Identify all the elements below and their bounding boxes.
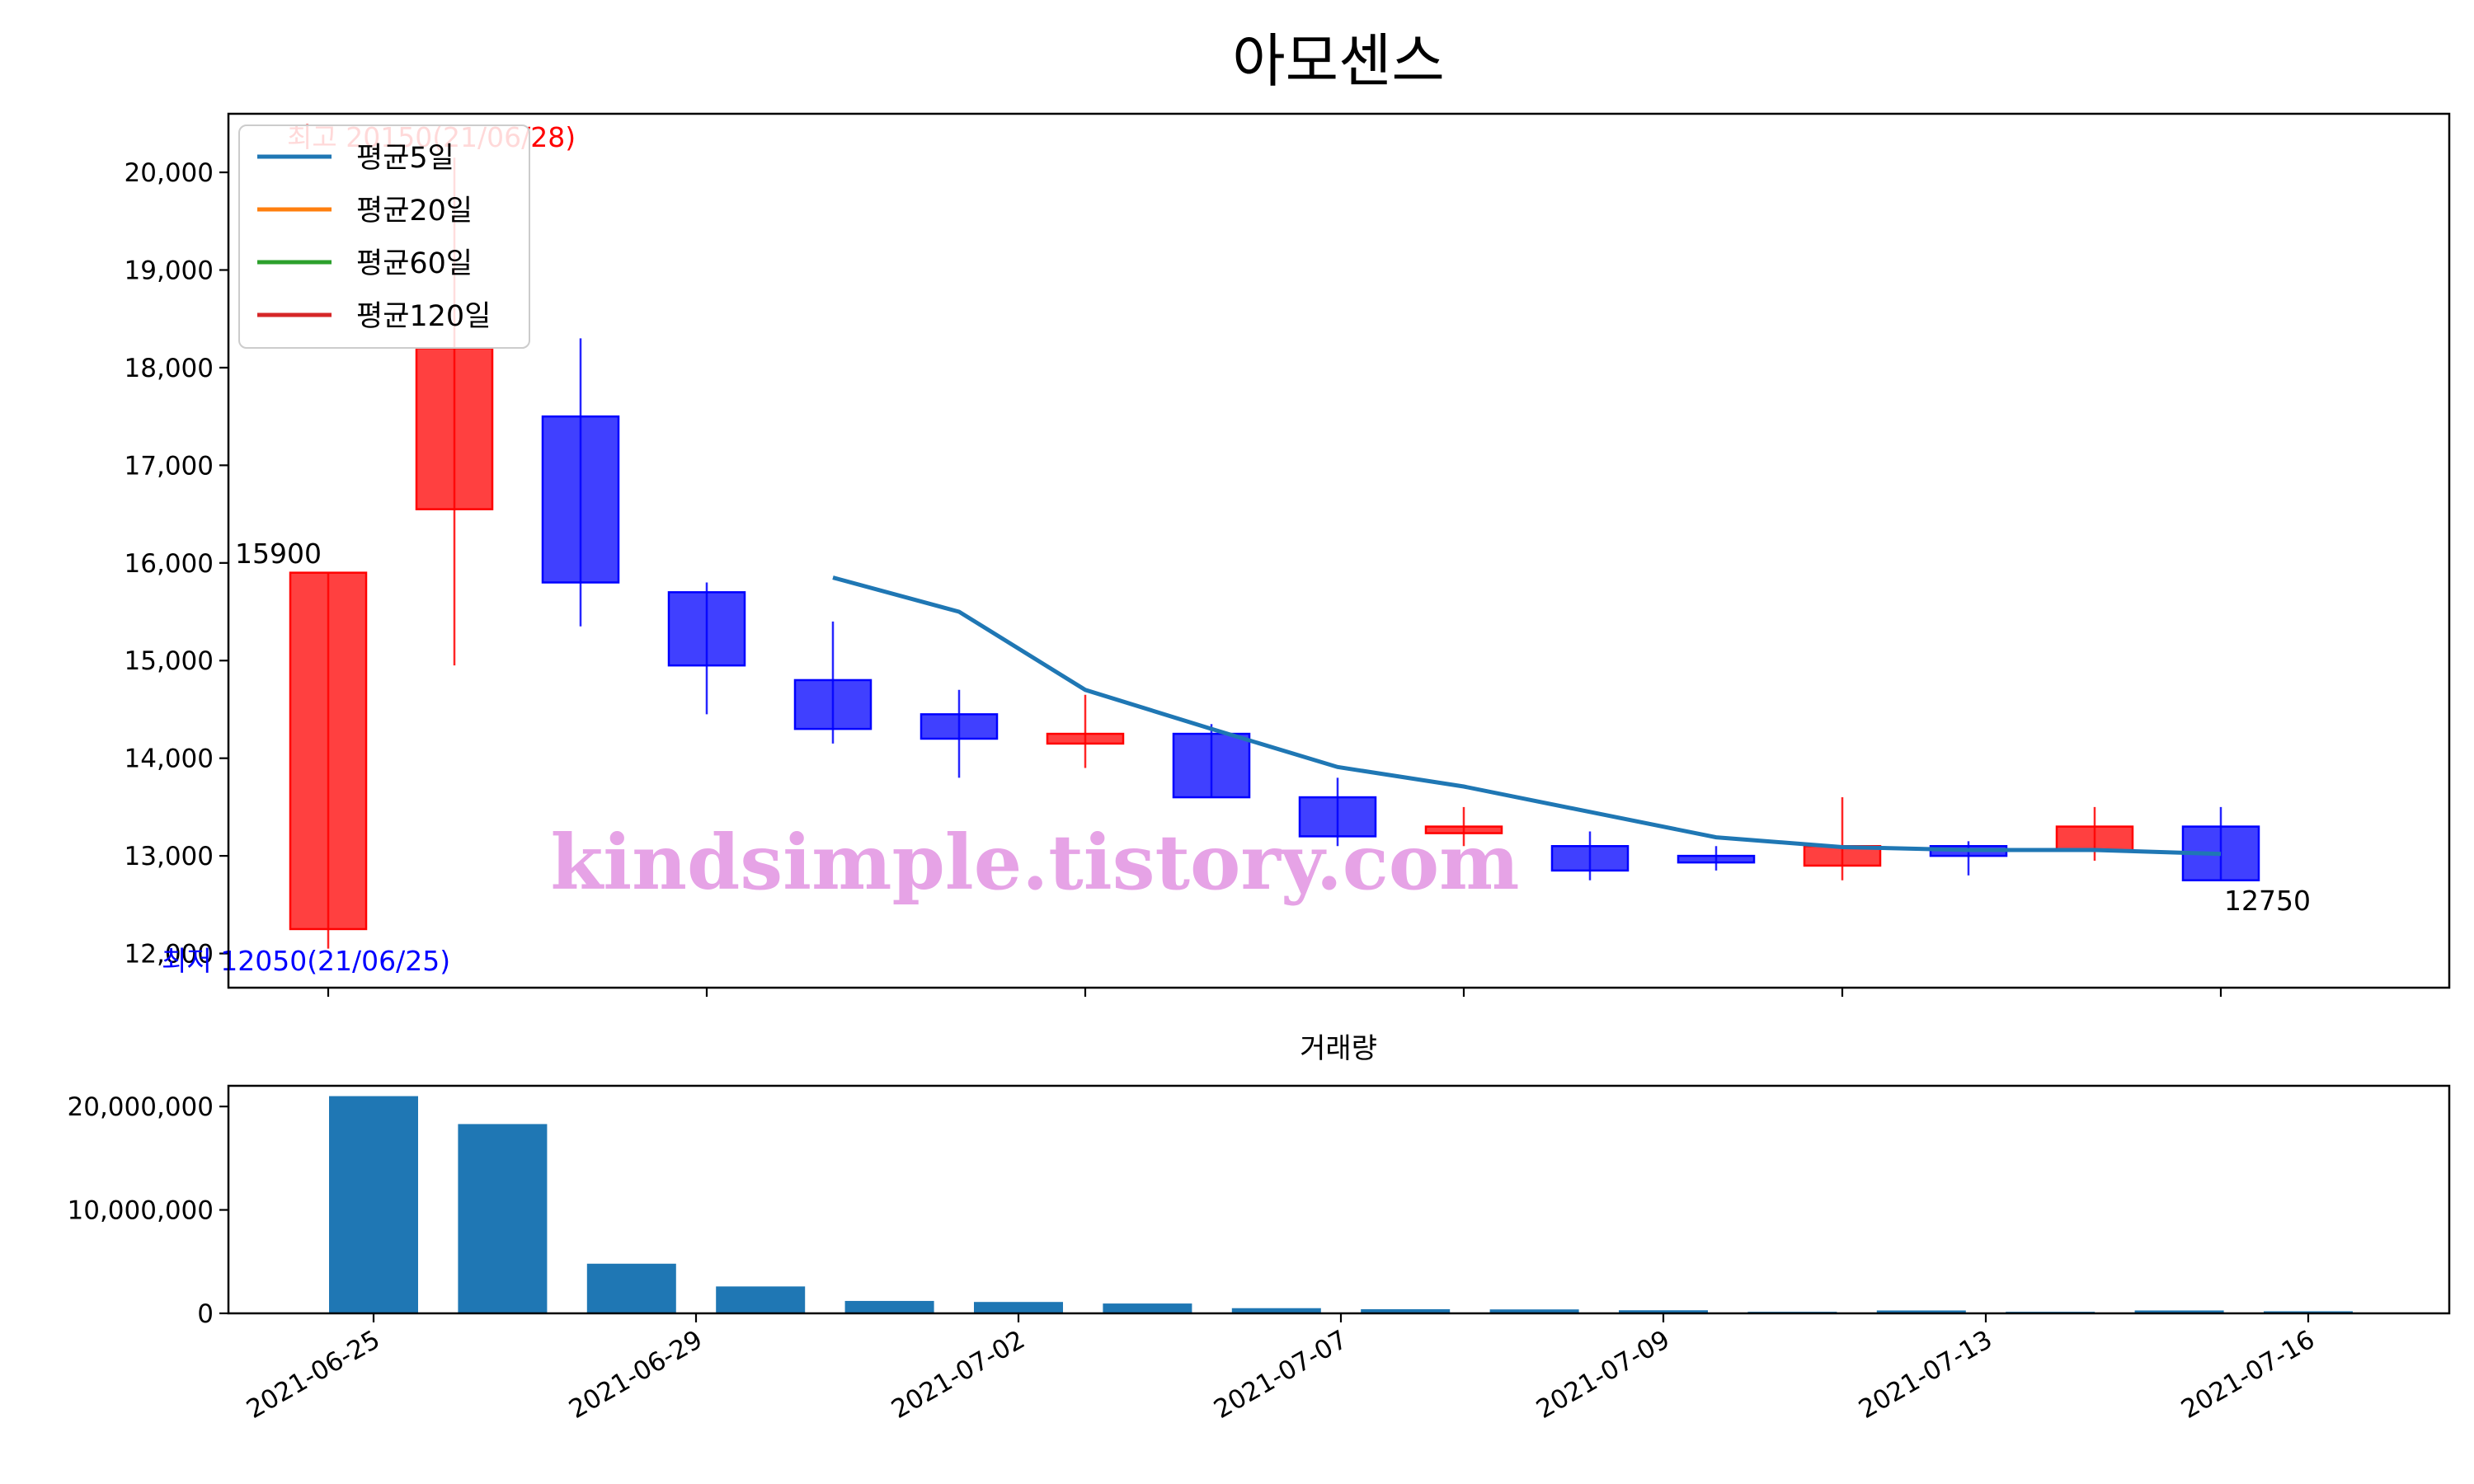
volume-bar	[458, 1124, 548, 1313]
volume-bar	[1103, 1303, 1192, 1313]
ma5-line	[832, 575, 2222, 857]
volume-bar	[1361, 1308, 1451, 1313]
last-close-annotation: 12750	[2224, 885, 2311, 917]
watermark: kindsimple.tistory.com	[550, 818, 1519, 907]
volume-bar	[1876, 1310, 1966, 1313]
candle-body	[793, 679, 872, 730]
volume-y-tick-label: 20,000,000	[68, 1092, 214, 1122]
volume-title: 거래량	[1300, 1032, 1377, 1065]
candle-body	[1046, 732, 1125, 745]
legend-label: 평균5일	[356, 142, 454, 175]
volume-y-tick-label: 10,000,000	[68, 1196, 214, 1226]
price-y-tick-label: 13,000	[125, 842, 214, 871]
candle-body	[1172, 732, 1251, 799]
candle-body	[541, 415, 620, 584]
volume-bar	[586, 1263, 676, 1313]
candle-body	[1550, 845, 1630, 872]
price-y-tick-label: 19,000	[125, 256, 214, 285]
candle-body	[1677, 854, 1756, 864]
price-y-axis: 12,000 13,000 14,000 15,000 16,000 17,000 18,0…	[125, 158, 228, 970]
low-annotation: 최저 12050(21/06/25)	[162, 945, 450, 977]
first-close-annotation: 15900	[235, 538, 322, 570]
price-y-tick-label: 18,000	[125, 354, 214, 383]
volume-bar	[1489, 1309, 1579, 1313]
chart-title: 아모센스	[1232, 27, 1445, 95]
candle-body	[667, 591, 746, 667]
price-y-tick-label: 14,000	[125, 744, 214, 774]
candle-body	[289, 571, 368, 931]
candle-body	[2055, 825, 2134, 852]
volume-y-tick-label: 0	[197, 1299, 214, 1329]
legend-box	[238, 124, 530, 349]
candle-body	[1424, 825, 1503, 834]
price-plot-frame	[227, 112, 2451, 989]
volume-bar	[329, 1096, 418, 1313]
candle-body	[920, 713, 999, 740]
price-y-tick-label: 20,000	[125, 158, 214, 188]
volume-bar	[1231, 1308, 1321, 1313]
volume-bars	[329, 1096, 2353, 1313]
volume-bar	[974, 1302, 1063, 1313]
candle-body	[1298, 796, 1377, 838]
legend-label: 평균20일	[356, 195, 473, 228]
price-y-tick-label: 17,000	[125, 451, 214, 481]
price-y-tick-label: 16,000	[125, 549, 214, 579]
volume-plot-frame	[227, 1084, 2451, 1315]
volume-bar	[2134, 1310, 2224, 1313]
price-y-tick-label: 12,000	[125, 940, 214, 970]
volume-bar	[844, 1300, 934, 1313]
price-y-tick-label: 15,000	[125, 646, 214, 676]
volume-bar	[716, 1286, 806, 1313]
price-x-ticks	[327, 988, 2222, 997]
volume-bar	[1619, 1310, 1708, 1313]
candle-body	[415, 346, 494, 510]
candlestick-panel: 12,000 13,000 14,000 15,000 16,000 17,000 18,0…	[125, 112, 2451, 997]
legend-label: 평균60일	[356, 247, 473, 280]
volume-bar	[2264, 1311, 2353, 1313]
volume-y-axis: 0 10,000,000 20,000,000	[68, 1092, 228, 1329]
legend-label: 평균120일	[356, 300, 491, 333]
